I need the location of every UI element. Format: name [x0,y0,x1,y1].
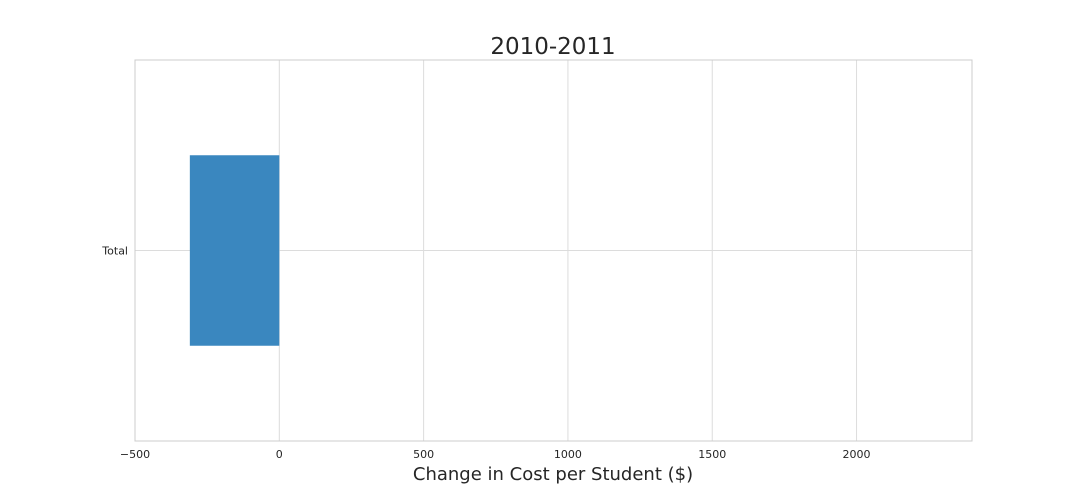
x-tick-label: 1000 [554,448,582,461]
x-tick-labels: −500 0 500 1000 1500 2000 [120,448,871,461]
x-axis-label: Change in Cost per Student ($) [413,464,693,485]
x-tick-label: 1500 [698,448,726,461]
chart-title: 2010-2011 [490,34,615,60]
x-tick-label: 2000 [843,448,871,461]
x-tick-label: 0 [276,448,283,461]
bar-total [189,155,280,346]
x-tick-label: 500 [413,448,434,461]
bars [189,155,280,346]
y-tick-label: Total [101,245,128,258]
y-tick-labels: Total [101,245,128,258]
x-tick-label: −500 [120,448,150,461]
plot-frame [134,59,973,442]
